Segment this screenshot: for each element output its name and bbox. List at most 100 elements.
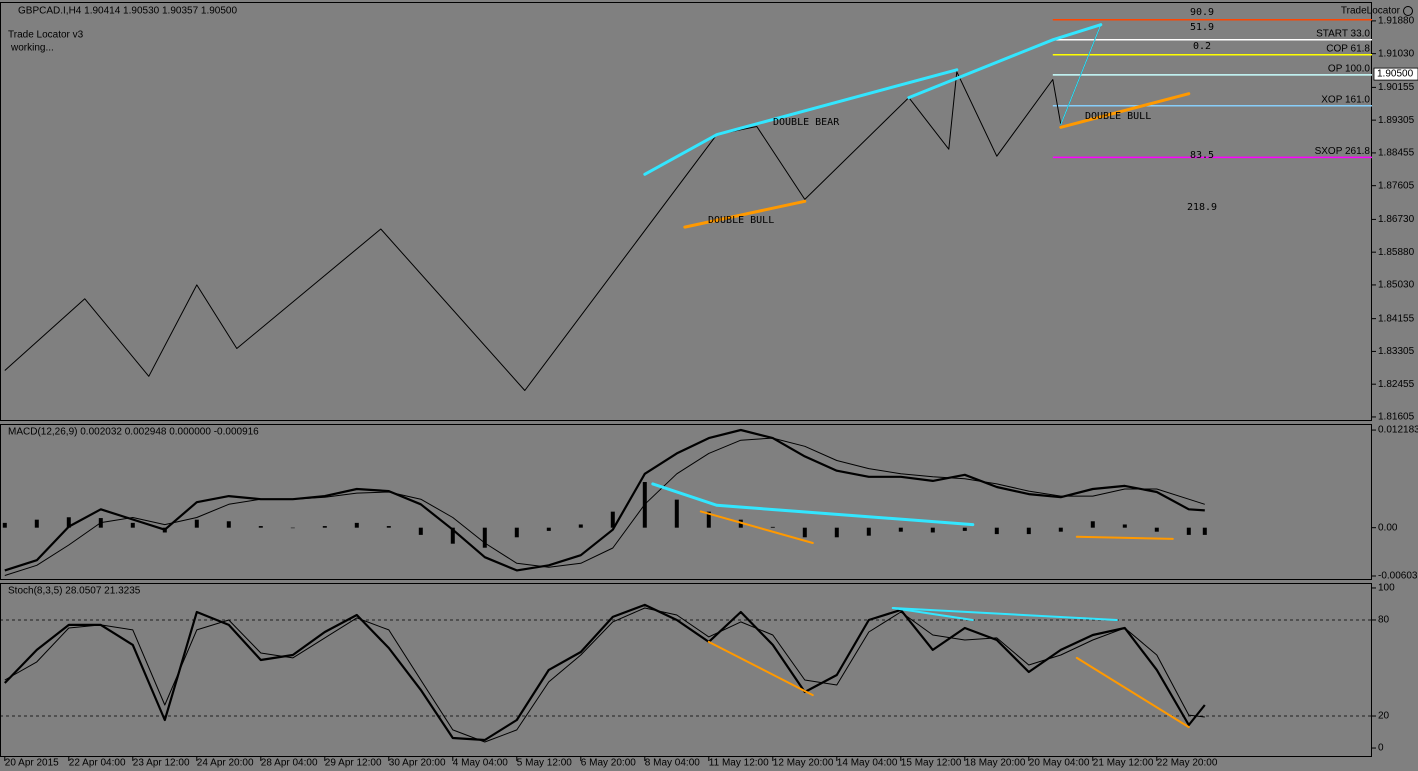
series-line: [4, 428, 1205, 572]
x-tick-label: 14 May 04:00: [837, 758, 898, 769]
trendline: [643, 68, 959, 176]
indicator-status: working...: [10, 43, 54, 54]
panel-title: MACD(12,26,9) 0.002032 0.002948 0.000000…: [8, 427, 259, 438]
histogram-bar: [450, 527, 455, 544]
current-price-label: 1.90500: [1377, 69, 1414, 80]
panel: [0, 583, 1372, 757]
y-tick-label: 1.91030: [1378, 48, 1415, 59]
fib-level-label: XOP 161.0: [1321, 94, 1370, 105]
histogram-bar: [994, 527, 999, 535]
fib-level-label: SXOP 261.8: [1315, 146, 1371, 157]
histogram-bar: [610, 511, 615, 528]
y-tick-label: 0: [1378, 743, 1384, 754]
trendline: [1075, 656, 1190, 729]
x-tick-label: 29 Apr 12:00: [325, 758, 382, 769]
histogram-bar: [706, 511, 711, 528]
y-tick-label: 1.87605: [1378, 180, 1415, 191]
fib-level-label: OP 100.0: [1328, 63, 1371, 74]
x-tick-label: 28 Apr 04:00: [261, 758, 318, 769]
trendline: [651, 482, 975, 527]
trendline: [699, 510, 814, 544]
ratio-label: 90.9: [1190, 7, 1214, 18]
histogram-bar: [354, 522, 359, 528]
ratio-label: 83.5: [1190, 150, 1214, 161]
series-line: [4, 603, 1206, 742]
y-tick-label: 100: [1378, 583, 1395, 594]
panel: [0, 424, 1372, 580]
x-tick-label: 11 May 12:00: [709, 758, 769, 769]
y-tick-label: 1.86730: [1378, 214, 1415, 225]
y-tick-label: 1.82455: [1378, 379, 1415, 390]
trendline: [891, 607, 1118, 621]
panel: [0, 2, 1372, 421]
x-tick-label: 5 May 12:00: [517, 758, 572, 769]
panel-title: GBPCAD.I,H4 1.90414 1.90530 1.90357 1.90…: [18, 6, 237, 17]
y-tick-label: 1.90155: [1378, 82, 1415, 93]
histogram-bar: [194, 519, 199, 528]
histogram-bar: [1186, 527, 1191, 535]
histogram-bar: [962, 527, 967, 531]
histogram-bar: [1090, 521, 1095, 528]
x-tick-label: 22 Apr 04:00: [69, 758, 126, 769]
histogram-bar: [930, 527, 935, 533]
histogram-bar: [258, 526, 263, 528]
series-line: [4, 607, 1205, 743]
ratio-label: 218.9: [1187, 202, 1217, 213]
histogram-bar: [1122, 524, 1127, 528]
pattern-label: DOUBLE BULL: [708, 215, 774, 226]
fib-level-label: START 33.0: [1316, 28, 1370, 39]
x-tick-label: 6 May 20:00: [581, 758, 636, 769]
trendline: [707, 640, 814, 697]
trendline: [683, 199, 807, 229]
histogram-bar: [898, 527, 903, 532]
y-tick-label: 0.012183: [1378, 425, 1418, 436]
x-tick-label: 20 Apr 2015: [5, 758, 59, 769]
brand-icon: [1403, 6, 1413, 16]
indicator-label: Trade Locator v3: [8, 30, 84, 41]
pattern-label: DOUBLE BEAR: [773, 117, 840, 128]
x-tick-label: 18 May 20:00: [965, 758, 1026, 769]
series-line: [4, 437, 1205, 576]
histogram-bar: [2, 522, 7, 528]
histogram-bar: [802, 527, 807, 538]
series-line: [4, 24, 1102, 391]
y-tick-label: 80: [1378, 615, 1390, 626]
y-tick-label: 1.91880: [1378, 16, 1415, 27]
x-tick-label: 12 May 20:00: [773, 758, 834, 769]
histogram-bar: [1058, 527, 1063, 532]
trendline: [907, 23, 1103, 100]
x-tick-label: 4 May 04:00: [453, 758, 508, 769]
x-tick-label: 8 May 04:00: [645, 758, 700, 769]
histogram-bar: [866, 527, 871, 536]
y-tick-label: 1.84155: [1378, 313, 1415, 324]
y-tick-label: 1.88455: [1378, 148, 1415, 159]
x-tick-label: 23 Apr 12:00: [133, 758, 190, 769]
y-tick-label: 20: [1378, 711, 1390, 722]
pattern-label: DOUBLE BULL: [1085, 111, 1151, 122]
histogram-bar: [386, 526, 391, 528]
histogram-bar: [578, 524, 583, 528]
histogram-bar: [1026, 527, 1031, 535]
ratio-label: 51.9: [1190, 22, 1214, 33]
histogram-bar: [770, 526, 775, 528]
current-price-box: [1373, 67, 1418, 81]
histogram-bar: [130, 522, 135, 528]
x-tick-label: 20 May 04:00: [1029, 758, 1090, 769]
x-tick-label: 21 May 12:00: [1093, 758, 1154, 769]
histogram-bar: [514, 527, 519, 538]
x-tick-label: 22 May 20:00: [1157, 758, 1218, 769]
y-tick-label: 1.89305: [1378, 115, 1415, 126]
x-tick-label: 15 May 12:00: [901, 758, 962, 769]
x-tick-label: 24 Apr 20:00: [197, 758, 254, 769]
histogram-bar: [34, 519, 39, 528]
histogram-bar: [482, 527, 487, 548]
y-tick-label: 0.00: [1378, 522, 1398, 533]
brand-label: TradeLocator: [1341, 6, 1401, 17]
y-tick-label: 1.85030: [1378, 280, 1415, 291]
histogram-bar: [322, 526, 327, 528]
y-tick-label: -0.006031: [1378, 571, 1418, 582]
histogram-bar: [290, 527, 295, 529]
panel-title: Stoch(8,3,5) 28.0507 21.3235: [8, 586, 141, 597]
